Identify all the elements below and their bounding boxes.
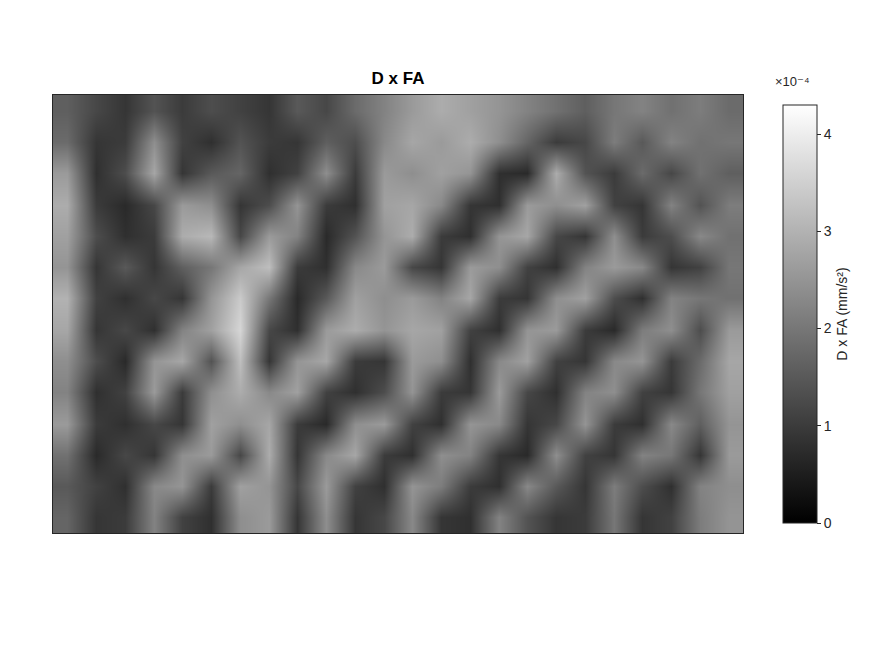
svg-text:1: 1	[824, 418, 832, 434]
svg-text:D x FA: D x FA	[372, 69, 425, 88]
svg-text:0: 0	[824, 515, 832, 531]
svg-text:2: 2	[824, 320, 832, 336]
svg-text:4: 4	[824, 126, 832, 142]
svg-text:×10⁻⁴: ×10⁻⁴	[775, 74, 810, 89]
svg-text:D x FA (mm/s²): D x FA (mm/s²)	[834, 267, 850, 360]
svg-text:3: 3	[824, 223, 832, 239]
